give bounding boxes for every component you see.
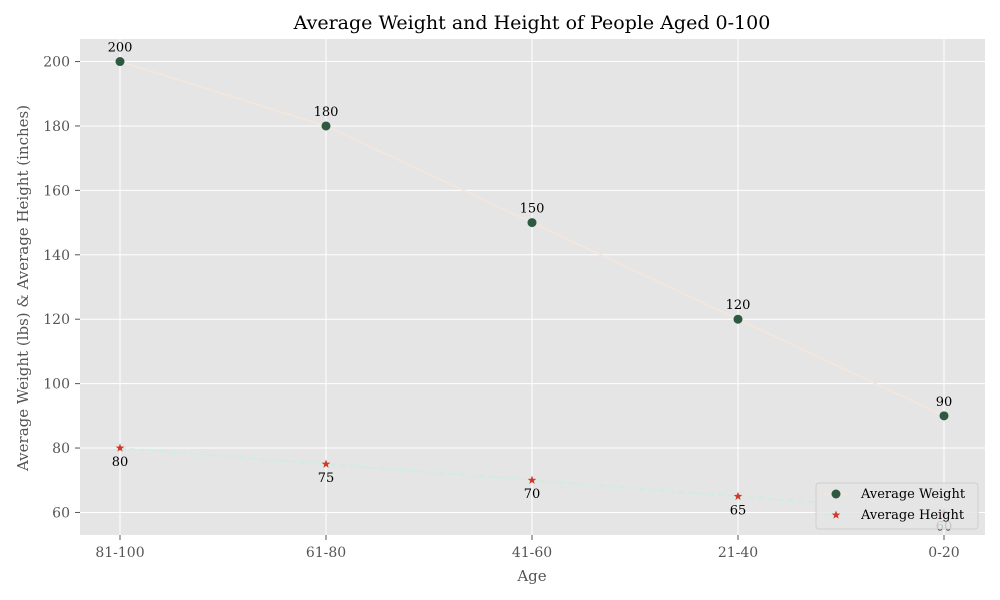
- y-tick-label: 60: [52, 505, 70, 521]
- data-point: [733, 314, 743, 324]
- data-point: [321, 459, 331, 468]
- legend-box: [815, 482, 979, 530]
- data-label: 150: [520, 202, 545, 217]
- legend-label: Average Height: [860, 508, 965, 523]
- data-point: [115, 443, 125, 452]
- data-label: 180: [314, 105, 339, 120]
- y-tick-label: 160: [43, 183, 70, 199]
- data-point: [527, 475, 537, 484]
- data-label: 90: [936, 395, 953, 410]
- x-tick-label: 61-80: [306, 545, 346, 561]
- y-tick-label: 120: [43, 312, 70, 328]
- y-axis-ticks: 60 80 100 120 140 160 180 200: [43, 55, 80, 521]
- legend: Average Weight Average Height: [815, 482, 979, 530]
- data-point: [733, 491, 743, 500]
- data-label: 120: [726, 298, 751, 313]
- legend-marker: [831, 510, 841, 519]
- x-axis-ticks: 81-100 61-80 41-60 21-40 0-20: [95, 535, 960, 561]
- legend-label: Average Weight: [860, 487, 966, 502]
- x-tick-label: 81-100: [95, 545, 144, 561]
- x-tick-label: 0-20: [928, 545, 959, 561]
- chart-title: Average Weight and Height of People Aged…: [293, 12, 771, 34]
- data-point: [321, 121, 331, 131]
- y-tick-label: 100: [43, 377, 70, 393]
- x-tick-label: 41-60: [512, 545, 552, 561]
- data-point: [939, 411, 949, 421]
- x-axis-label: Age: [516, 567, 546, 585]
- data-point: [115, 57, 125, 67]
- y-tick-label: 180: [43, 119, 70, 135]
- data-label: 80: [112, 455, 129, 470]
- series-layer: [115, 57, 949, 517]
- data-label: 200: [108, 41, 133, 56]
- y-tick-label: 80: [52, 441, 70, 457]
- y-tick-label: 140: [43, 248, 70, 264]
- grid: [80, 39, 985, 535]
- legend-marker: [831, 489, 841, 499]
- y-axis-label: Average Weight (lbs) & Average Height (i…: [14, 105, 32, 472]
- data-point: [527, 218, 537, 228]
- y-tick-label: 200: [43, 55, 70, 71]
- data-label: 70: [524, 487, 541, 502]
- x-tick-label: 21-40: [718, 545, 758, 561]
- data-label: 65: [730, 503, 747, 518]
- data-label: 75: [318, 471, 335, 486]
